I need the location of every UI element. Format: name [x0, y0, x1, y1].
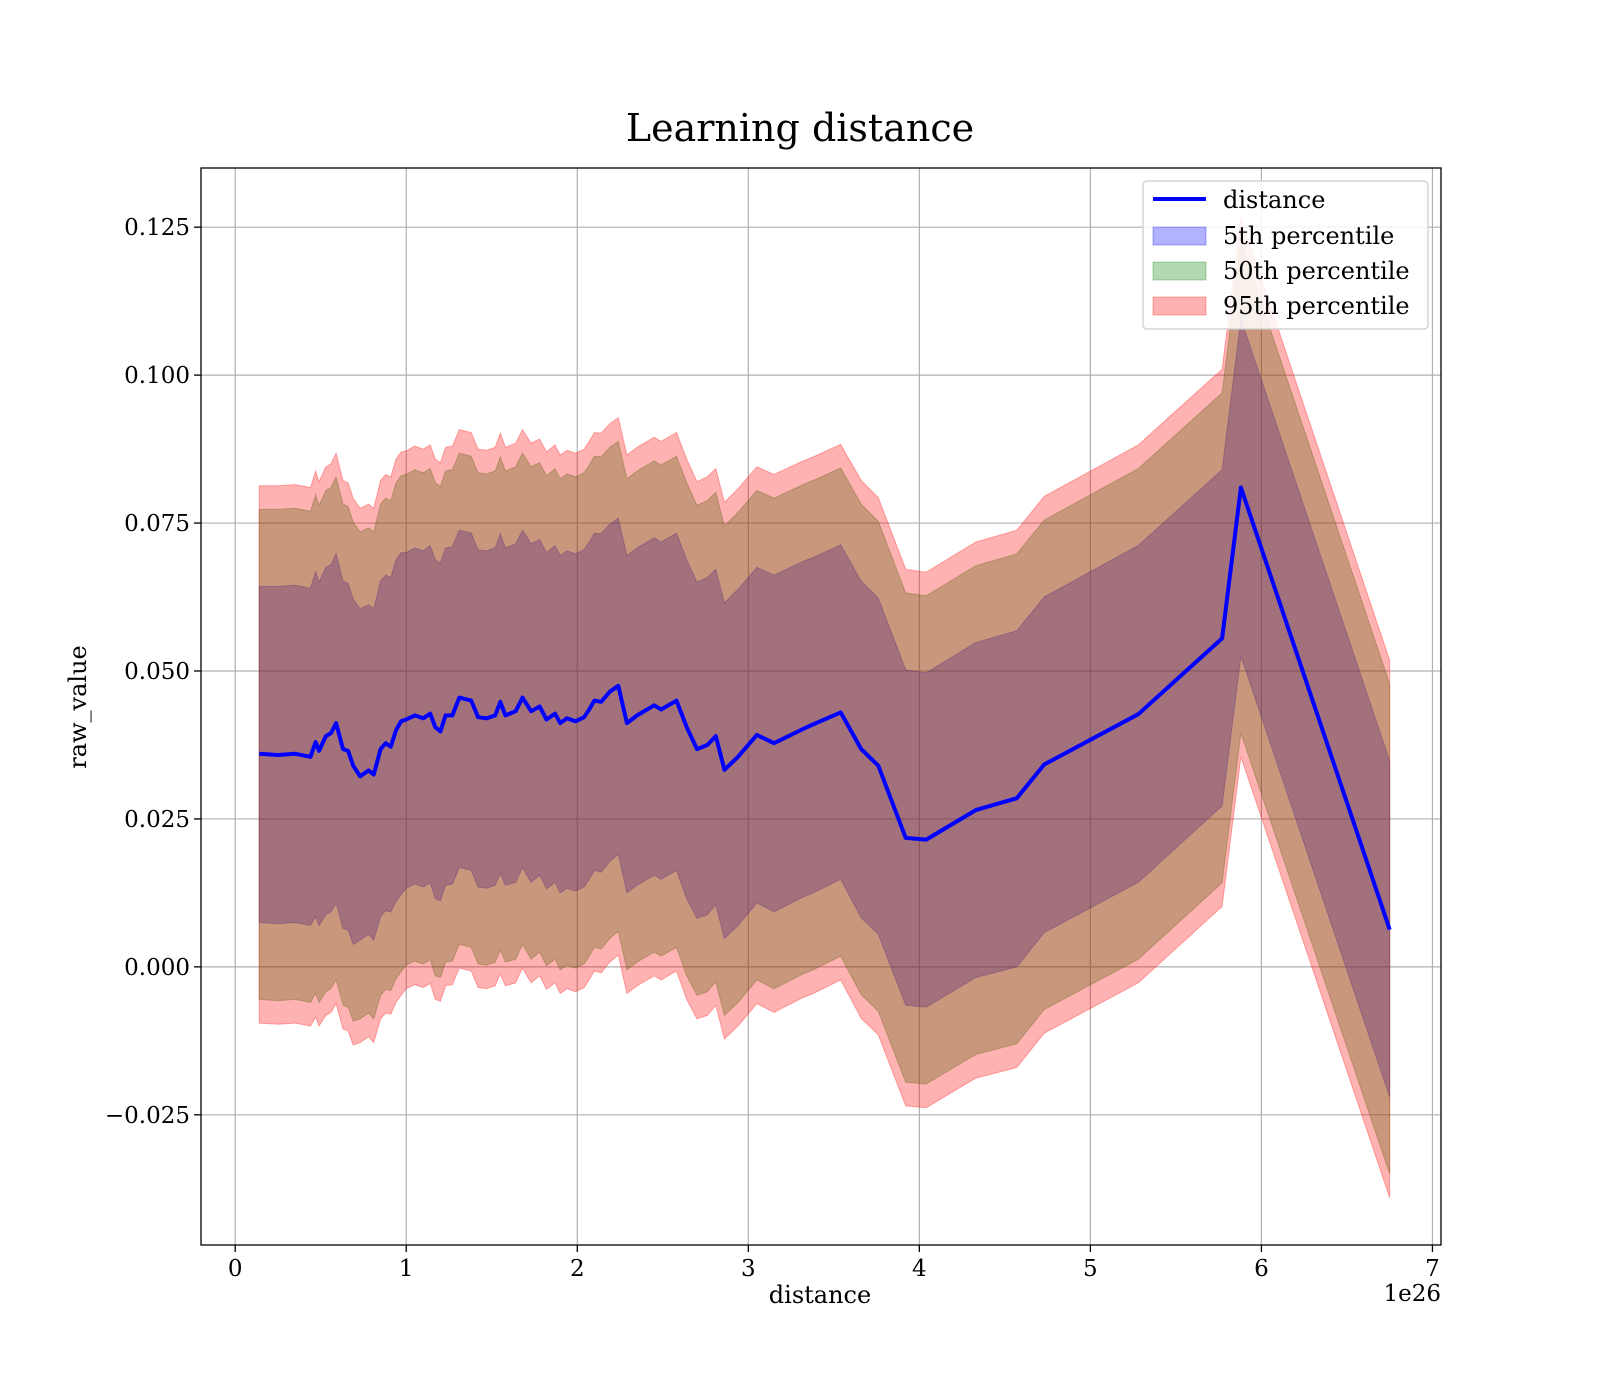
plot-frame	[200, 167, 1442, 1246]
legend: distance 5th percentile 50th percentile …	[1142, 180, 1429, 330]
y-axis-label: raw_value	[64, 645, 92, 769]
band-5th-percentile	[258, 318, 1391, 1098]
legend-label-95th-percentile: 95th percentile	[1223, 292, 1410, 320]
legend-label-distance: distance	[1223, 186, 1325, 214]
y-tick-label: 0.100	[124, 363, 190, 389]
legend-label-50th-percentile: 50th percentile	[1223, 257, 1410, 285]
y-tick-label: 0.025	[124, 807, 190, 833]
line-layer	[259, 485, 1392, 931]
x-tick-label: 7	[1425, 1256, 1440, 1282]
legend-swatch-50th-percentile	[1152, 261, 1207, 281]
x-tick-label: 6	[1254, 1256, 1269, 1282]
legend-swatch-5th-percentile	[1152, 226, 1207, 246]
x-tick-label: 2	[570, 1256, 585, 1282]
x-tick-label: 1	[399, 1256, 414, 1282]
line-distance	[259, 485, 1392, 931]
y-tick-label: 0.075	[124, 511, 190, 537]
y-tick-label: 0.000	[124, 955, 190, 981]
chart-title: Learning distance	[626, 106, 974, 150]
legend-label-5th-percentile: 5th percentile	[1223, 222, 1394, 250]
x-axis: 0 1 2 3 4 5 6 7	[228, 1245, 1440, 1282]
legend-frame	[1142, 180, 1429, 330]
x-axis-label: distance	[769, 1281, 871, 1309]
y-tick-label: 0.050	[124, 659, 190, 685]
band-layer	[258, 218, 1391, 1198]
grid-layer	[201, 168, 1441, 1245]
x-tick-label: 3	[741, 1256, 756, 1282]
x-tick-label: 0	[228, 1256, 243, 1282]
x-tick-label: 5	[1083, 1256, 1098, 1282]
x-tick-label: 4	[912, 1256, 927, 1282]
y-tick-label: 0.125	[124, 215, 190, 241]
y-axis: −0.025 0.000 0.025 0.050 0.075 0.100 0.125	[105, 215, 201, 1129]
x-axis-offset-text: 1e26	[1383, 1281, 1441, 1307]
band-50th-percentile	[258, 241, 1391, 1175]
band-95th-percentile	[258, 218, 1391, 1198]
legend-swatch-95th-percentile	[1152, 296, 1207, 316]
y-tick-label: −0.025	[105, 1103, 190, 1129]
